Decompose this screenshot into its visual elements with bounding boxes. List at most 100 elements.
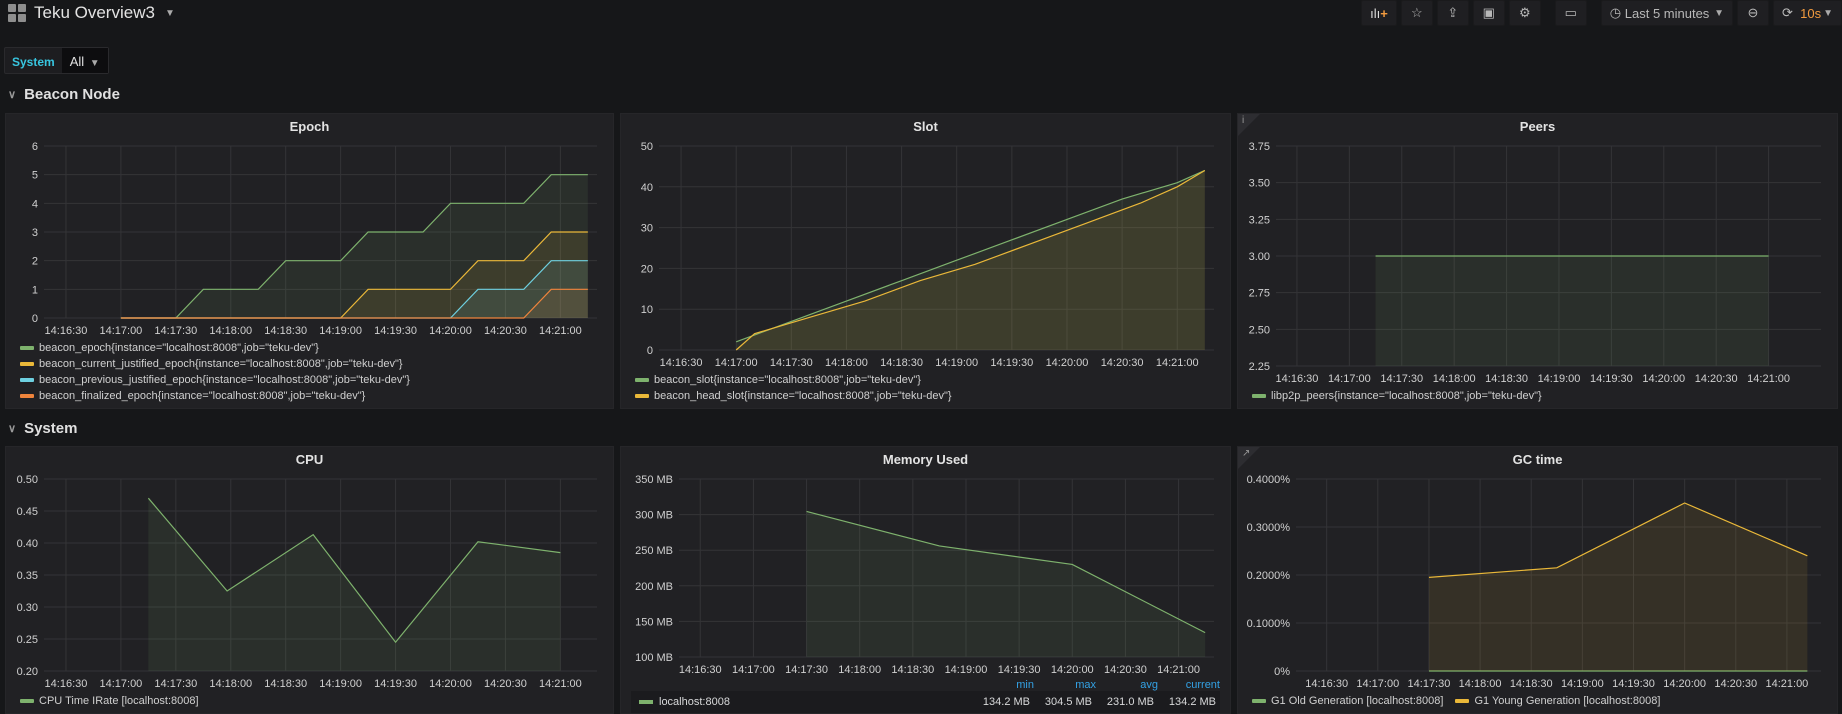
y-tick-label: 2.75 xyxy=(1249,288,1270,300)
y-tick-label: 20 xyxy=(641,263,653,275)
series-line[interactable] xyxy=(735,169,1206,343)
x-tick-label: 14:19:30 xyxy=(374,325,417,337)
row-beacon-node[interactable]: ∨ Beacon Node xyxy=(8,86,120,103)
panel-title[interactable]: GC time xyxy=(1512,452,1563,467)
legend-item[interactable]: beacon_previous_justified_epoch{instance… xyxy=(20,374,410,386)
series-line[interactable] xyxy=(806,510,1206,634)
x-tick-label: 14:20:00 xyxy=(1051,664,1094,676)
y-tick-label: 3.50 xyxy=(1249,178,1270,190)
zoom-out-button[interactable]: ⊖ xyxy=(1737,0,1769,26)
x-tick-label: 14:18:00 xyxy=(838,664,881,676)
refresh-picker[interactable]: ⟳ 10s ▼ xyxy=(1773,0,1842,26)
legend-item[interactable]: G1 Old Generation [localhost:8008] xyxy=(1252,695,1443,707)
series-line[interactable] xyxy=(120,231,588,319)
x-tick-label: 14:18:00 xyxy=(209,325,252,337)
y-tick-label: 0.45 xyxy=(17,506,38,518)
legend: G1 Old Generation [localhost:8008] G1 You… xyxy=(1238,693,1837,713)
chart-plot[interactable]: 0 1 2 3 4 5 6 14:16:30 14:17:00 14:17:30 14:18:00 1… xyxy=(6,140,613,340)
series-area xyxy=(120,174,588,318)
chart-plot[interactable]: 0% 0.1000% 0.2000% 0.3000% 0.4000% 14:16:30 14… xyxy=(1238,473,1837,693)
x-tick-label: 14:18:30 xyxy=(264,678,307,690)
series-line[interactable] xyxy=(120,288,588,319)
settings-button[interactable]: ⚙ xyxy=(1508,0,1541,26)
add-panel-button[interactable]: ılı+ xyxy=(1361,0,1397,26)
panel-gc-time: ↗ GC time 0% 0.1000% 0.2000% 0.3000% 0.4000% 14… xyxy=(1237,446,1838,714)
gear-icon: ⚙ xyxy=(1518,5,1531,20)
legend-item[interactable]: G1 Young Generation [localhost:8008] xyxy=(1455,695,1660,707)
x-tick-label: 14:18:00 xyxy=(1433,373,1476,385)
x-tick-label: 14:17:00 xyxy=(732,664,775,676)
variable-dropdown[interactable]: All ▼ xyxy=(61,48,108,73)
dashboard-title[interactable]: Teku Overview3 xyxy=(34,3,155,22)
x-tick-label: 14:17:30 xyxy=(154,678,197,690)
legend-col-current[interactable]: current xyxy=(1185,679,1220,691)
x-tick-label: 14:21:00 xyxy=(1156,357,1199,369)
panel-title[interactable]: Epoch xyxy=(289,119,330,134)
x-tick-label: 14:17:00 xyxy=(99,678,142,690)
legend-item[interactable]: beacon_head_slot{instance="localhost:800… xyxy=(635,390,952,402)
series-line[interactable] xyxy=(120,174,588,319)
legend-max: 304.5 MB xyxy=(1044,696,1092,708)
legend-series[interactable]: localhost:8008 xyxy=(639,696,968,708)
panel-title[interactable]: CPU xyxy=(295,452,324,467)
chart-plot[interactable]: 0.20 0.25 0.30 0.35 0.40 0.45 0.50 14:16:30 14:1… xyxy=(6,473,613,693)
x-tick-label: 14:19:00 xyxy=(319,325,362,337)
row-system[interactable]: ∨ System xyxy=(8,420,77,437)
panel-info-corner[interactable] xyxy=(1238,114,1260,136)
y-tick-label: 250 MB xyxy=(635,545,673,557)
chart-plot[interactable]: 100 MB 150 MB 200 MB 250 MB 300 MB 350 MB 14:1… xyxy=(621,473,1230,679)
legend-swatch xyxy=(20,378,34,382)
variable-system: System All ▼ xyxy=(4,47,109,74)
star-button[interactable]: ☆ xyxy=(1400,0,1433,26)
dashboard-picker[interactable]: Teku Overview3 ▼ xyxy=(8,3,175,23)
legend-row[interactable]: localhost:8008 134.2 MB 304.5 MB 231.0 MB 13… xyxy=(631,691,1220,713)
variable-value: All xyxy=(69,54,85,69)
series-line[interactable] xyxy=(147,497,561,644)
info-icon: i xyxy=(1242,115,1245,126)
tv-mode-button[interactable]: ▭ xyxy=(1554,0,1587,26)
save-button[interactable]: ▣ xyxy=(1472,0,1505,26)
panel-title[interactable]: Memory Used xyxy=(882,452,969,467)
x-tick-label: 14:17:30 xyxy=(770,357,813,369)
legend-item[interactable]: beacon_slot{instance="localhost:8008",jo… xyxy=(635,374,921,386)
time-range-label: Last 5 minutes xyxy=(1624,5,1710,21)
refresh-icon: ⟳ xyxy=(1782,5,1801,20)
legend-col-min[interactable]: min xyxy=(1016,679,1034,691)
legend-item[interactable]: libp2p_peers{instance="localhost:8008",j… xyxy=(1252,390,1542,402)
chart-plot[interactable]: 0 10 20 30 40 50 14:16:30 14:17:00 14:17:30 14:18… xyxy=(621,140,1230,372)
series-area xyxy=(1428,503,1808,671)
legend-series-name: beacon_slot{instance="localhost:8008",jo… xyxy=(654,374,921,386)
legend: libp2p_peers{instance="localhost:8008",j… xyxy=(1238,388,1837,408)
legend-item[interactable]: beacon_current_justified_epoch{instance=… xyxy=(20,358,403,370)
series-line[interactable] xyxy=(735,169,1206,351)
time-picker[interactable]: ◷ Last 5 minutes ▼ xyxy=(1600,0,1733,26)
x-tick-label: 14:19:00 xyxy=(1561,678,1604,690)
y-tick-label: 0.2000% xyxy=(1247,570,1291,582)
legend-col-avg[interactable]: avg xyxy=(1140,679,1158,691)
series-line[interactable] xyxy=(1428,502,1808,578)
x-tick-label: 14:18:00 xyxy=(825,357,868,369)
x-tick-label: 14:20:00 xyxy=(429,678,472,690)
x-tick-label: 14:17:30 xyxy=(785,664,828,676)
legend-swatch xyxy=(1252,394,1266,398)
external-link-icon: ↗ xyxy=(1242,448,1251,459)
y-tick-label: 10 xyxy=(641,304,653,316)
panel-slot: Slot 0 10 20 30 40 50 14:16:30 14:17:00 14:17:30 1… xyxy=(620,113,1231,409)
share-button[interactable]: ⇪ xyxy=(1436,0,1469,26)
panel-title[interactable]: Peers xyxy=(1519,119,1556,134)
top-navbar: Teku Overview3 ▼ ılı+ ☆ ⇪ ▣ ⚙ ▭ ◷ Last 5… xyxy=(0,0,1842,30)
legend-series-name: beacon_finalized_epoch{instance="localho… xyxy=(39,390,366,402)
y-tick-label: 50 xyxy=(641,141,653,153)
y-tick-label: 350 MB xyxy=(635,474,673,486)
x-tick-label: 14:17:30 xyxy=(1380,373,1423,385)
legend-item[interactable]: beacon_finalized_epoch{instance="localho… xyxy=(20,390,365,402)
save-icon: ▣ xyxy=(1482,5,1495,20)
panel-title[interactable]: Slot xyxy=(913,119,938,134)
x-tick-label: 14:20:00 xyxy=(1663,678,1706,690)
panel-link-corner[interactable] xyxy=(1238,447,1260,469)
x-tick-label: 14:20:30 xyxy=(1101,357,1144,369)
legend-col-max[interactable]: max xyxy=(1075,679,1096,691)
legend-item[interactable]: CPU Time IRate [localhost:8008] xyxy=(20,695,199,707)
legend-item[interactable]: beacon_epoch{instance="localhost:8008",j… xyxy=(20,342,319,354)
chart-plot[interactable]: 2.25 2.50 2.75 3.00 3.25 3.50 3.75 14:16:30 14:1… xyxy=(1238,140,1837,388)
